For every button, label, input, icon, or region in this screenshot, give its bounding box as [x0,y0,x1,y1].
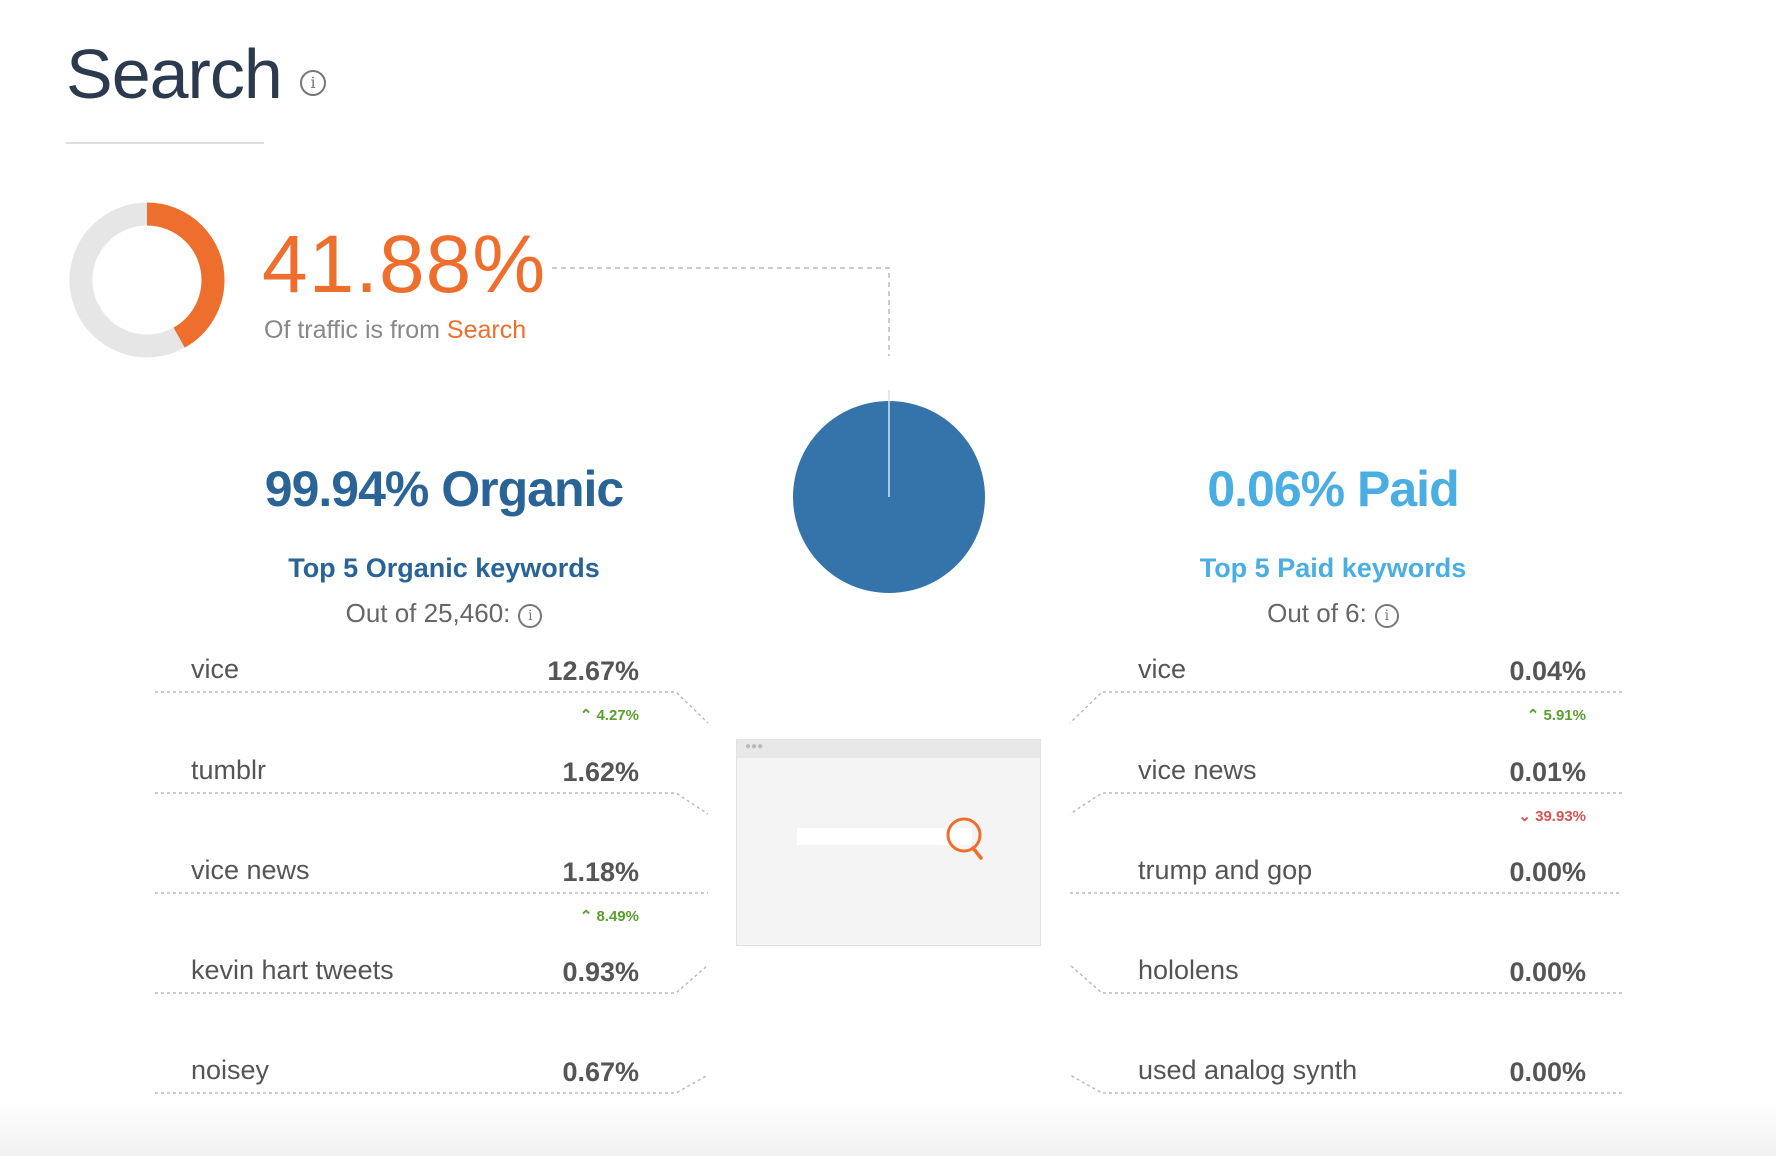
bottom-fade [0,1100,1776,1156]
keyword-share: 0.00% [1509,957,1586,987]
title-divider [66,142,264,144]
keyword-row[interactable]: vice 12.67% ⌃ 4.27% [191,654,639,724]
keyword-share: 0.00% [1509,1057,1586,1087]
change-value: 5.91% [1543,707,1586,724]
info-icon[interactable]: i [300,70,326,96]
keyword-row[interactable]: trump and gop 0.00% [1138,855,1586,915]
subtitle-text: Of traffic is from [264,316,440,344]
arrow-up-icon: ⌃ [579,908,593,925]
organic-headline: 99.94% Organic [264,461,624,517]
change-value: 39.93% [1535,808,1586,825]
keyword-label: trump and gop [1138,855,1313,885]
keyword-label: vice [191,654,240,684]
keyword-row[interactable]: tumblr 1.62% [191,755,639,815]
change-indicator: ⌃ 5.91% [1527,706,1586,724]
browser-titlebar: ●●● [737,740,1040,758]
keyword-row[interactable]: vice news 1.18% ⌃ 8.49% [191,855,639,925]
row-divider [1069,964,1622,994]
page-title: Search [66,35,283,113]
magnifier-icon [946,817,983,860]
keyword-label: vice [1138,654,1187,684]
arrow-up-icon: ⌃ [1526,707,1540,724]
keyword-row[interactable]: vice news 0.01% ⌄ 39.93% [1138,755,1586,825]
row-divider [155,792,709,815]
keyword-share: 0.93% [562,957,639,987]
keyword-share: 0.04% [1509,656,1586,686]
keyword-row[interactable]: used analog synth 0.00% [1138,1055,1586,1115]
keyword-label: noisey [191,1055,270,1085]
browser-illustration: ●●● [736,739,1041,946]
keyword-share: 1.18% [562,857,639,887]
arrow-up-icon: ⌃ [579,707,593,724]
keyword-row[interactable]: vice 0.04% ⌃ 5.91% [1138,654,1586,724]
organic-out-of: Out of 25,460: i [144,598,744,629]
paid-out-of: Out of 6: i [1033,598,1633,629]
keyword-label: vice news [191,855,310,885]
keyword-share: 0.00% [1509,857,1586,887]
search-box-illustration [797,828,972,845]
keyword-label: vice news [1138,755,1257,785]
keyword-share: 0.67% [562,1057,639,1087]
keyword-label: kevin hart tweets [191,955,394,985]
change-value: 8.49% [596,908,639,925]
keyword-label: used analog synth [1138,1055,1358,1085]
organic-top-label: Top 5 Organic keywords [288,553,600,583]
traffic-subtitle: Of traffic is from Search [264,316,526,345]
paid-out-of-text: Out of 6: [1267,598,1367,628]
change-indicator: ⌃ 8.49% [580,907,639,925]
traffic-donut-search [69,202,225,358]
paid-headline: 0.06% Paid [1207,461,1459,517]
search-traffic-percent: 41.88% [262,219,547,310]
arrow-down-icon: ⌄ [1518,808,1531,825]
keyword-label: hololens [1138,955,1239,985]
change-value: 4.27% [596,707,639,724]
info-icon[interactable]: i [1374,604,1399,628]
keyword-share: 1.62% [562,757,639,787]
keyword-share: 12.67% [547,656,639,686]
paid-top-label: Top 5 Paid keywords [1199,553,1467,583]
connector-line [552,267,890,356]
subtitle-highlight: Search [446,316,527,344]
keyword-row[interactable]: kevin hart tweets 0.93% [191,955,639,1015]
change-indicator: ⌃ 4.27% [580,706,639,724]
keyword-share: 0.01% [1509,757,1586,787]
organic-out-of-text: Out of 25,460: [345,598,511,628]
keyword-label: tumblr [191,755,267,785]
info-icon[interactable]: i [518,604,543,628]
keyword-row[interactable]: hololens 0.00% [1138,955,1586,1015]
change-indicator: ⌄ 39.93% [1518,807,1586,825]
